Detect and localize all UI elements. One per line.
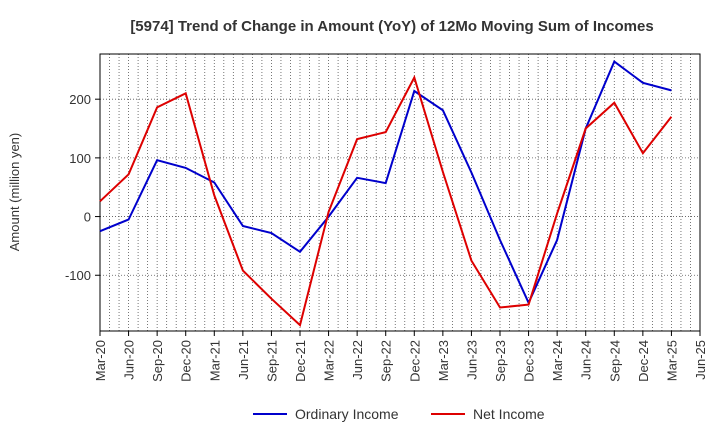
legend-label-net-income: Net Income [473, 406, 545, 422]
x-tick-label: Dec-21 [293, 340, 308, 382]
legend-label-ordinary-income: Ordinary Income [295, 406, 399, 422]
x-tick-label: Mar-25 [664, 340, 679, 381]
x-tick-label: Sep-22 [379, 340, 394, 382]
x-tick-label: Mar-21 [207, 340, 222, 381]
x-tick-label: Sep-24 [607, 340, 622, 382]
y-axis-ticks: -100 0 100 200 [65, 92, 100, 283]
y-tick-label: 100 [69, 151, 91, 166]
x-tick-label: Dec-20 [179, 340, 194, 382]
x-tick-label: Mar-22 [322, 340, 337, 381]
x-tick-label: Dec-22 [407, 340, 422, 382]
series-line-net-income [99, 74, 673, 327]
x-tick-label: Jun-22 [350, 340, 365, 380]
x-tick-label: Jun-21 [236, 340, 251, 380]
x-tick-label: Mar-24 [550, 340, 565, 381]
x-tick-label: Sep-21 [264, 340, 279, 382]
x-tick-label: Sep-20 [150, 340, 165, 382]
x-axis-ticks: Mar-20 Jun-20 Sep-20 Dec-20 Mar-21 Jun-21 Sep-… [93, 331, 708, 382]
chart-title: [5974] Trend of Change in Amount (YoY) o… [130, 18, 653, 35]
legend-item-ordinary-income: Ordinary Income [253, 406, 399, 422]
legend-item-net-income: Net Income [431, 406, 545, 422]
x-tick-label: Dec-24 [636, 340, 651, 382]
x-tick-label: Mar-20 [93, 340, 108, 381]
x-tick-label: Sep-23 [493, 340, 508, 382]
x-tick-label: Jun-24 [579, 340, 594, 380]
y-tick-label: 200 [69, 92, 91, 107]
x-tick-label: Mar-23 [436, 340, 451, 381]
x-tick-label: Jun-20 [122, 340, 137, 380]
x-tick-label: Jun-23 [464, 340, 479, 380]
y-tick-label: 0 [84, 210, 91, 225]
grid [100, 54, 700, 331]
y-axis-label: Amount (million yen) [7, 133, 22, 252]
x-tick-label: Jun-25 [693, 340, 708, 380]
series-line-ordinary-income [99, 60, 672, 306]
y-tick-label: -100 [65, 268, 91, 283]
x-tick-label: Dec-23 [522, 340, 537, 382]
plot-area [99, 53, 701, 332]
legend: Ordinary Income Net Income [253, 406, 545, 422]
series-lines [99, 60, 673, 327]
